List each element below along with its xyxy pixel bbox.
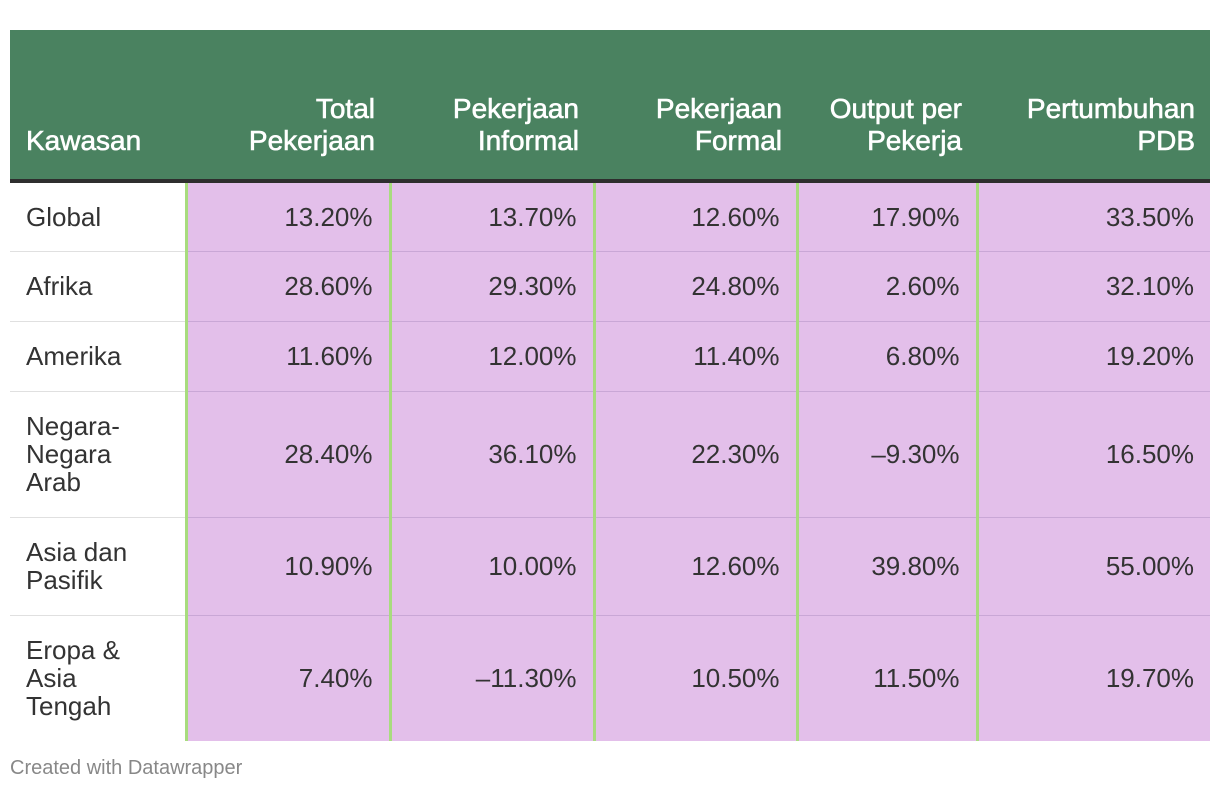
column-header-informal-employment: Pekerjaan Informal xyxy=(390,30,594,183)
value-cell-total-employment: 13.20% xyxy=(184,181,390,252)
value-cell-total-employment: 7.40% xyxy=(184,615,390,741)
column-header-region: Kawasan xyxy=(10,30,186,183)
region-label: Eropa & Asia Tengah xyxy=(26,635,120,722)
value-cell-gdp-growth: 55.00% xyxy=(975,517,1210,616)
data-table: Kawasan Total Pekerjaan Pekerjaan Informal… xyxy=(10,30,1210,741)
region-label: Global xyxy=(10,181,186,252)
value-cell-total-employment: 28.60% xyxy=(184,251,390,322)
value-cell-formal-employment: 11.40% xyxy=(592,321,797,392)
value-cell-total-employment: 11.60% xyxy=(184,321,390,392)
value-cell-informal-employment: 29.30% xyxy=(388,251,594,322)
value-cell-output-per-worker: 17.90% xyxy=(795,181,977,252)
table-header: Kawasan Total Pekerjaan Pekerjaan Informal… xyxy=(10,30,1210,183)
datawrapper-credit: Created with Datawrapper xyxy=(10,757,243,779)
table-row: Eropa & Asia Tengah 7.40% –11.30% 10.50% 11.… xyxy=(10,615,1210,741)
value-cell-gdp-growth: 33.50% xyxy=(975,181,1210,252)
value-cell-informal-employment: 13.70% xyxy=(388,181,594,252)
value-cell-formal-employment: 10.50% xyxy=(592,615,797,741)
region-label: Afrika xyxy=(10,251,186,322)
table-row: Asia dan Pasifik 10.90% 10.00% 12.60% 39.80%… xyxy=(10,517,1210,616)
value-cell-output-per-worker: 6.80% xyxy=(795,321,977,392)
column-header-formal-employment: Pekerjaan Formal xyxy=(594,30,797,183)
column-header-total-employment: Total Pekerjaan xyxy=(186,30,390,183)
table-row: Negara-Negara Arab 28.40% 36.10% 22.30% –9.3… xyxy=(10,391,1210,518)
value-cell-formal-employment: 22.30% xyxy=(592,391,797,518)
value-cell-output-per-worker: 2.60% xyxy=(795,251,977,322)
value-cell-informal-employment: 36.10% xyxy=(388,391,594,518)
value-cell-output-per-worker: –9.30% xyxy=(795,391,977,518)
value-cell-total-employment: 28.40% xyxy=(184,391,390,518)
value-cell-gdp-growth: 19.70% xyxy=(975,615,1210,741)
table-row: Afrika 28.60% 29.30% 24.80% 2.60% 32.10% xyxy=(10,251,1210,322)
region-label: Amerika xyxy=(10,321,186,392)
region-label: Asia dan Pasifik xyxy=(10,517,186,616)
column-header-output-per-worker: Output per Pekerja xyxy=(797,30,977,183)
value-cell-output-per-worker: 39.80% xyxy=(795,517,977,616)
table-row: Amerika 11.60% 12.00% 11.40% 6.80% 19.20% xyxy=(10,321,1210,392)
region-label: Negara-Negara Arab xyxy=(10,391,186,518)
value-cell-formal-employment: 12.60% xyxy=(592,517,797,616)
value-cell-informal-employment: –11.30% xyxy=(388,615,594,741)
value-cell-formal-employment: 12.60% xyxy=(592,181,797,252)
header-row: Kawasan Total Pekerjaan Pekerjaan Informal… xyxy=(10,30,1210,183)
data-table-container: Kawasan Total Pekerjaan Pekerjaan Informal… xyxy=(10,30,1210,741)
table-row: Global 13.20% 13.70% 12.60% 17.90% 33.50% xyxy=(10,181,1210,252)
table-body: Global 13.20% 13.70% 12.60% 17.90% 33.50% Afri… xyxy=(10,181,1210,741)
value-cell-output-per-worker: 11.50% xyxy=(795,615,977,741)
value-cell-gdp-growth: 32.10% xyxy=(975,251,1210,322)
value-cell-formal-employment: 24.80% xyxy=(592,251,797,322)
value-cell-informal-employment: 12.00% xyxy=(388,321,594,392)
value-cell-total-employment: 10.90% xyxy=(184,517,390,616)
value-cell-gdp-growth: 16.50% xyxy=(975,391,1210,518)
column-header-gdp-growth: Pertumbuhan PDB xyxy=(977,30,1210,183)
value-cell-gdp-growth: 19.20% xyxy=(975,321,1210,392)
value-cell-informal-employment: 10.00% xyxy=(388,517,594,616)
